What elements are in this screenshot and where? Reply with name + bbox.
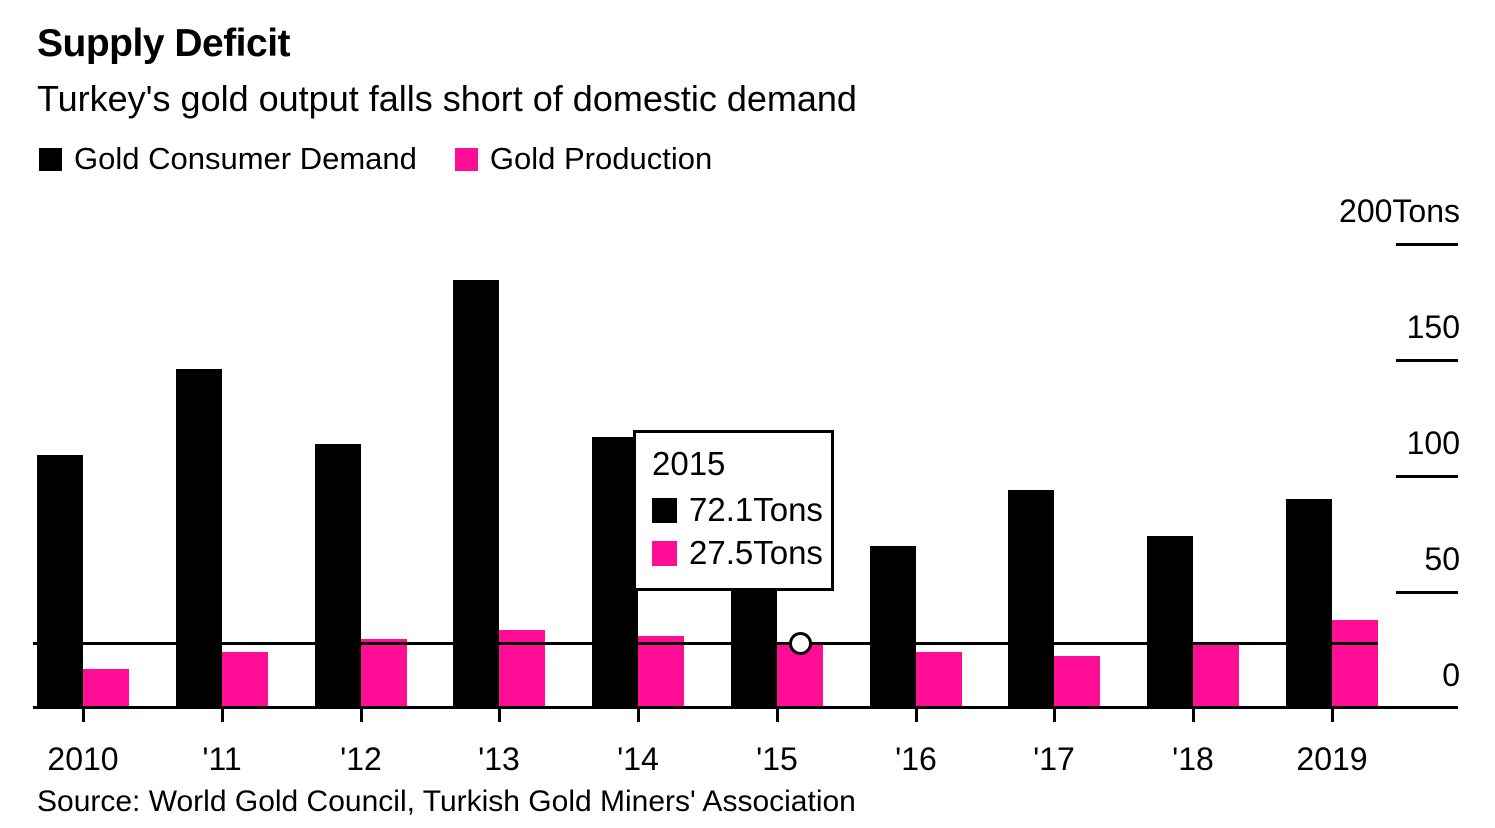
bar-gold-consumer-demand-13[interactable]: [453, 279, 499, 708]
tooltip-demand-value: 72.1Tons: [689, 491, 823, 528]
y-axis-label: 100: [1406, 425, 1460, 461]
y-axis-tick: [1396, 591, 1458, 594]
bar-gold-production-12[interactable]: [361, 639, 407, 708]
bar-gold-consumer-demand-17[interactable]: [1008, 489, 1054, 708]
tooltip-year: 2015: [652, 445, 726, 482]
y-axis-label: 0: [1442, 657, 1460, 693]
chart-subtitle: Turkey's gold output falls short of dome…: [37, 78, 857, 119]
x-axis-label: 2019: [1296, 741, 1368, 777]
tooltip-row-production: 27.5Tons: [652, 534, 831, 572]
x-axis-tick: [776, 708, 779, 722]
source-note: Source: World Gold Council, Turkish Gold…: [37, 785, 856, 818]
bar-gold-consumer-demand-11[interactable]: [176, 369, 222, 708]
x-axis-tick: [1192, 708, 1195, 722]
x-axis-tick: [498, 708, 501, 722]
tooltip-row-demand: 72.1Tons: [652, 491, 831, 529]
legend-item-demand[interactable]: Gold Consumer Demand: [39, 141, 417, 177]
bar-gold-production-2019[interactable]: [1332, 619, 1378, 708]
bar-gold-production-11[interactable]: [222, 651, 268, 708]
production-swatch-icon: [454, 147, 478, 171]
x-axis-tick: [82, 708, 85, 722]
y-axis-label: 50: [1424, 541, 1460, 577]
x-axis-tick: [915, 708, 918, 722]
y-axis-label: 200Tons: [1339, 193, 1460, 229]
x-axis-label: '14: [617, 741, 659, 777]
y-axis-label: 150: [1406, 309, 1460, 345]
bar-gold-production-18[interactable]: [1193, 645, 1239, 708]
legend: Gold Consumer Demand Gold Production: [39, 141, 712, 177]
demand-swatch-icon: [39, 147, 62, 171]
bar-gold-consumer-demand-2010[interactable]: [37, 455, 83, 708]
demand-swatch-icon: [652, 497, 677, 523]
x-axis-tick: [637, 708, 640, 722]
bar-gold-consumer-demand-2019[interactable]: [1286, 499, 1332, 708]
bar-gold-production-2010[interactable]: [83, 669, 129, 708]
hover-point-marker[interactable]: [789, 632, 812, 656]
x-axis-label: '17: [1033, 741, 1075, 777]
page-title: Supply Deficit: [37, 22, 291, 65]
x-axis-tick: [1053, 708, 1056, 722]
x-axis-tick: [1331, 708, 1334, 722]
bar-gold-production-17[interactable]: [1054, 655, 1100, 708]
hover-reference-line: [33, 642, 1378, 646]
bar-gold-production-14[interactable]: [638, 636, 684, 708]
x-axis-line: [33, 706, 1458, 709]
x-axis-tick: [360, 708, 363, 722]
x-axis-tick: [221, 708, 224, 722]
x-axis-label: '16: [895, 741, 937, 777]
x-axis-label: 2010: [47, 741, 119, 777]
bar-gold-consumer-demand-12[interactable]: [315, 443, 361, 708]
bar-gold-consumer-demand-14[interactable]: [592, 436, 638, 708]
x-axis-label: '18: [1172, 741, 1214, 777]
legend-item-label: Gold Production: [489, 141, 713, 176]
bar-gold-production-16[interactable]: [916, 651, 962, 708]
y-axis-tick: [1396, 243, 1458, 246]
production-swatch-icon: [652, 540, 677, 566]
hover-tooltip: 2015 72.1Tons 27.5Tons: [633, 430, 834, 591]
legend-item-production[interactable]: Gold Production: [454, 141, 713, 177]
x-axis-label: '12: [340, 741, 382, 777]
x-axis-label: '13: [478, 741, 520, 777]
x-axis-label: '15: [756, 741, 798, 777]
bar-gold-consumer-demand-16[interactable]: [870, 545, 916, 708]
tooltip-production-value: 27.5Tons: [689, 534, 823, 571]
y-axis-tick: [1396, 475, 1458, 478]
y-axis-tick: [1396, 359, 1458, 362]
bar-gold-consumer-demand-18[interactable]: [1147, 536, 1193, 708]
legend-item-label: Gold Consumer Demand: [74, 141, 417, 176]
x-axis-label: '11: [202, 741, 242, 777]
